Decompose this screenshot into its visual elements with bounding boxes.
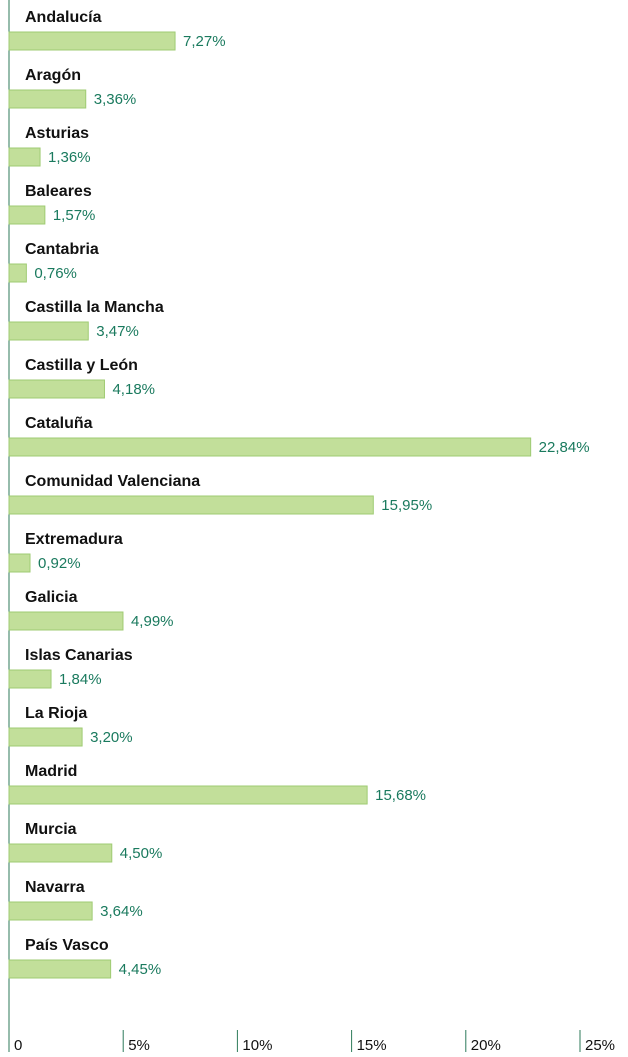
category-label: Islas Canarias [25, 647, 133, 664]
category-label: Aragón [25, 67, 81, 84]
value-label: 22,84% [539, 439, 590, 456]
value-label: 15,95% [381, 497, 432, 514]
value-label: 3,20% [90, 729, 133, 746]
x-tick-label: 5% [128, 1037, 150, 1054]
bar [8, 89, 87, 109]
category-label: Madrid [25, 763, 77, 780]
bar [8, 843, 113, 863]
value-label: 3,36% [94, 91, 137, 108]
category-label: Murcia [25, 821, 77, 838]
value-label: 1,57% [53, 207, 96, 224]
value-label: 7,27% [183, 33, 226, 50]
bar [8, 495, 374, 515]
bar [8, 147, 41, 167]
category-label: País Vasco [25, 937, 109, 954]
bar [8, 727, 83, 747]
value-label: 4,50% [120, 845, 163, 862]
value-label: 4,18% [112, 381, 155, 398]
x-tick-label: 10% [242, 1037, 272, 1054]
category-label: Asturias [25, 125, 89, 142]
value-label: 15,68% [375, 787, 426, 804]
bar [8, 31, 176, 51]
bar [8, 437, 532, 457]
value-label: 0,92% [38, 555, 81, 572]
category-label: Castilla la Mancha [25, 299, 164, 316]
bar [8, 669, 52, 689]
category-label: Andalucía [25, 9, 102, 26]
bar [8, 785, 368, 805]
x-tick-label: 15% [357, 1037, 387, 1054]
bar [8, 321, 89, 341]
value-label: 1,36% [48, 149, 91, 166]
category-label: Extremadura [25, 531, 123, 548]
category-label: Cantabria [25, 241, 99, 258]
category-label: Galicia [25, 589, 78, 606]
bar [8, 263, 27, 283]
category-label: Castilla y León [25, 357, 138, 374]
bar [8, 553, 31, 573]
bar [8, 611, 124, 631]
value-label: 1,84% [59, 671, 102, 688]
value-label: 4,45% [119, 961, 162, 978]
bar [8, 901, 93, 921]
category-label: Baleares [25, 183, 92, 200]
bar [8, 205, 46, 225]
category-label: Navarra [25, 879, 85, 896]
value-label: 3,64% [100, 903, 143, 920]
category-label: La Rioja [25, 705, 87, 722]
x-tick-label: 25% [585, 1037, 615, 1054]
bar [8, 379, 105, 399]
value-label: 3,47% [96, 323, 139, 340]
category-label: Comunidad Valenciana [25, 473, 200, 490]
x-tick-label: 0 [14, 1037, 22, 1054]
value-label: 4,99% [131, 613, 174, 630]
value-label: 0,76% [34, 265, 77, 282]
bar [8, 959, 112, 979]
x-tick-label: 20% [471, 1037, 501, 1054]
category-label: Cataluña [25, 415, 93, 432]
